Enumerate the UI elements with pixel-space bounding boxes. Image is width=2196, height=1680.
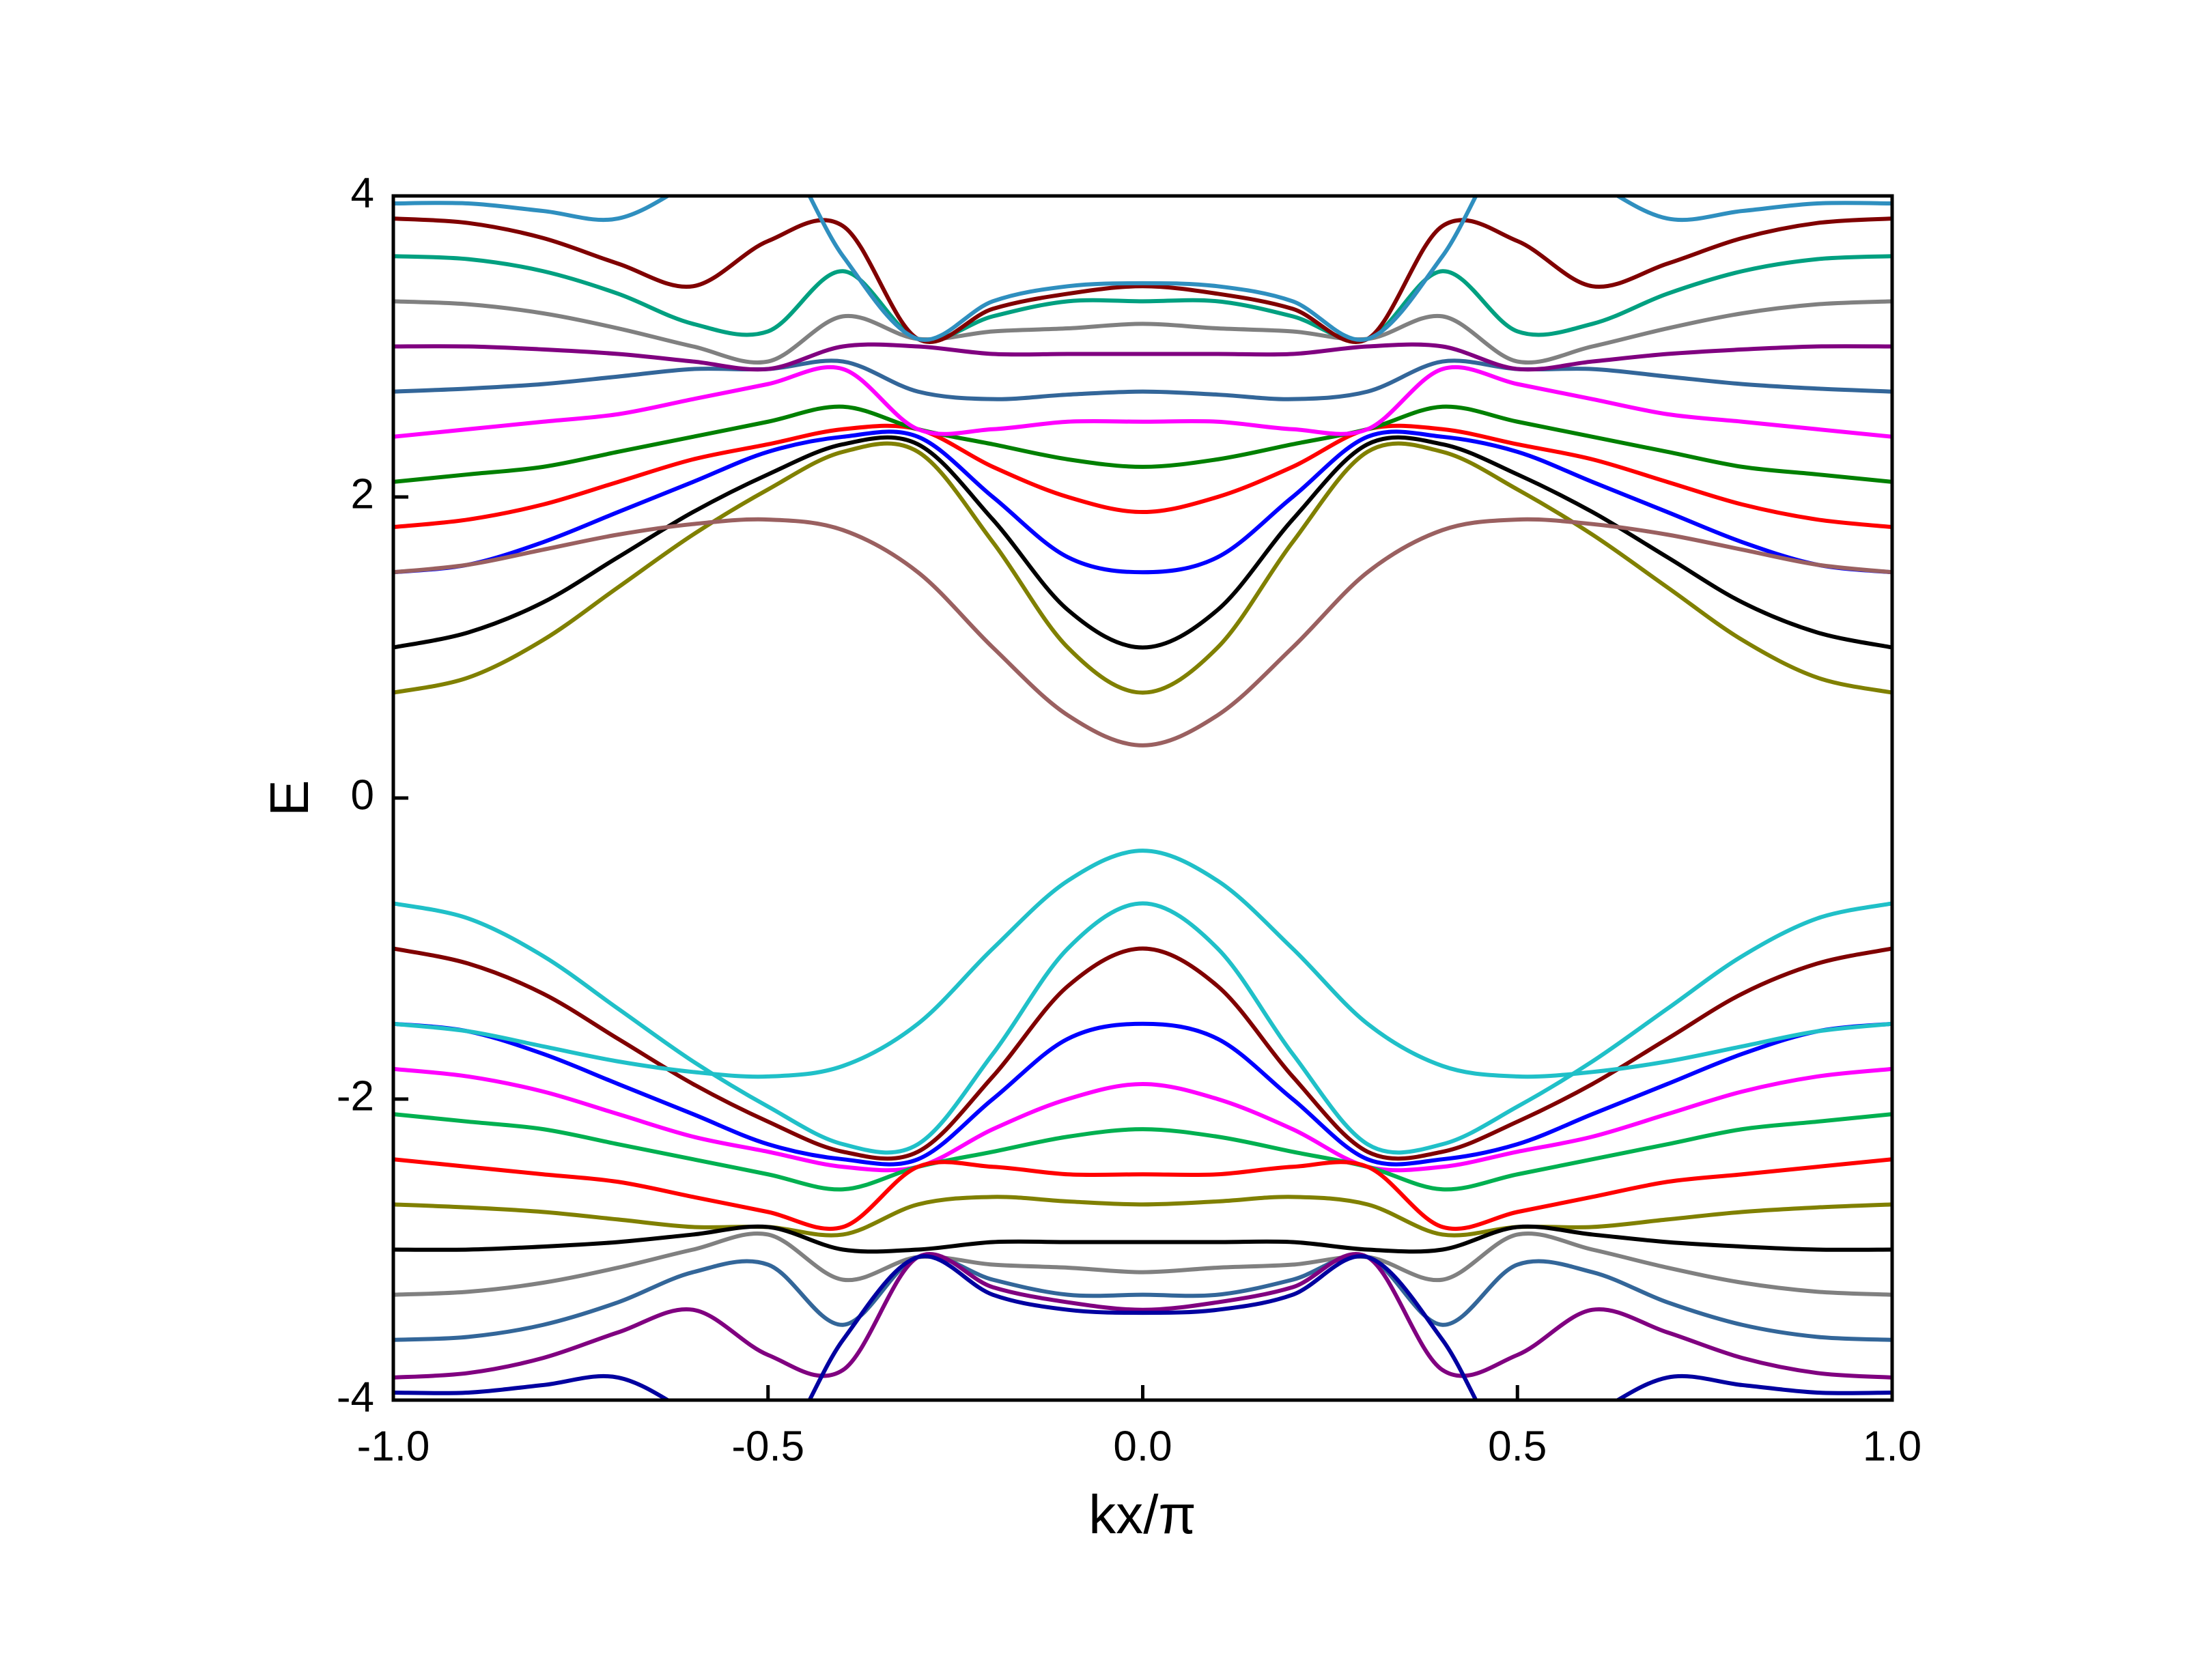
band-line [393,1252,1892,1380]
band-line [393,1112,1892,1192]
band-line [393,254,1892,343]
band-line [393,1021,1892,1167]
band-line [393,299,1892,365]
y-tick-label: 4 [351,169,374,216]
y-tick-label: 2 [351,470,374,517]
y-tick-label: 0 [351,771,374,818]
band-line [393,423,1892,530]
band-line [393,849,1892,1079]
band-line [393,441,1892,695]
band-line [393,435,1892,650]
band-line [393,1231,1892,1297]
band-line [393,1195,1892,1238]
band-line [393,196,1892,342]
y-tick-label: -2 [337,1072,374,1120]
y-tick-label: -4 [337,1373,374,1421]
band-line [393,901,1892,1155]
band-line [393,429,1892,575]
plot-area [393,196,1892,1400]
band-line [393,517,1892,748]
y-axis-label: E [259,780,320,816]
band-line [393,1254,1892,1400]
x-tick-label: -1.0 [357,1423,430,1470]
band-line [393,358,1892,401]
x-tick-label: 0.0 [1113,1423,1172,1470]
band-line [393,342,1892,372]
x-tick-label: 1.0 [1863,1423,1922,1470]
band-line [393,1224,1892,1254]
band-line [393,404,1892,484]
x-tick-label: 0.5 [1488,1423,1547,1470]
band-line [393,1157,1892,1231]
band-line [393,1066,1892,1173]
band-line [393,1253,1892,1342]
x-tick-label: -0.5 [731,1423,804,1470]
band-line [393,216,1892,344]
x-axis-label: kx/π [1088,1484,1196,1545]
band-line [393,365,1892,439]
band-line [393,946,1892,1161]
